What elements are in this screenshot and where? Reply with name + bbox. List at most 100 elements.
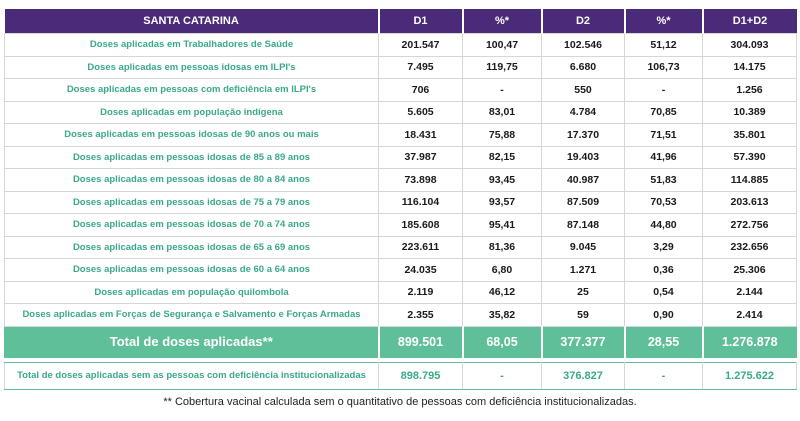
cell-pct1: 119,75 xyxy=(462,55,542,79)
cell-d1d2: 35.801 xyxy=(702,123,797,147)
cell-pct2: 3,29 xyxy=(624,235,703,259)
cell-d1: 223.611 xyxy=(378,235,463,259)
total-d1d2: 1.276.878 xyxy=(702,325,797,358)
row-label: Doses aplicadas em pessoas idosas de 75 … xyxy=(4,190,379,214)
cell-pct2: 0,54 xyxy=(624,280,703,304)
table-body: Doses aplicadas em Trabalhadores de Saúd… xyxy=(4,33,797,390)
total-row: Total de doses aplicadas** 899.501 68,05… xyxy=(4,325,797,358)
cell-d1d2: 25.306 xyxy=(702,258,797,282)
cell-d1d2: 232.656 xyxy=(702,235,797,259)
total-pct1: 68,05 xyxy=(462,325,543,358)
cell-d2: 87.509 xyxy=(541,190,625,214)
cell-pct1: 46,12 xyxy=(462,280,542,304)
cell-d1: 706 xyxy=(378,78,463,102)
cell-d1: 185.608 xyxy=(378,213,463,237)
row-label: Doses aplicadas em pessoas idosas em ILP… xyxy=(4,55,379,79)
header-d1: D1 xyxy=(378,9,464,34)
vaccination-table-container: SANTA CATARINA D1 %* D2 %* D1+D2 Doses a… xyxy=(4,9,797,390)
cell-d1d2: 203.613 xyxy=(702,190,797,214)
cell-d2: 6.680 xyxy=(541,55,625,79)
table-row: Doses aplicadas em pessoas idosas de 80 … xyxy=(4,168,797,192)
row-label: Doses aplicadas em pessoas idosas de 65 … xyxy=(4,235,379,259)
cell-d1: 73.898 xyxy=(378,168,463,192)
cell-d1d2: 2.414 xyxy=(702,303,797,327)
total-d1: 899.501 xyxy=(378,325,464,358)
cell-d1d2: 2.144 xyxy=(702,280,797,304)
cell-pct1: 81,36 xyxy=(462,235,542,259)
table-row: Doses aplicadas em população quilombola 2… xyxy=(4,280,797,304)
row-label: Doses aplicadas em população quilombola xyxy=(4,280,379,304)
cell-pct2: 44,80 xyxy=(624,213,703,237)
cell-d2: 550 xyxy=(541,78,625,102)
cell-pct2: 71,51 xyxy=(624,123,703,147)
total-label: Total de doses aplicadas** xyxy=(4,325,380,358)
footnote: ** Cobertura vacinal calculada sem o qua… xyxy=(163,396,637,408)
cell-d1: 116.104 xyxy=(378,190,463,214)
total-inst-d1d2: 1.275.622 xyxy=(702,361,797,390)
cell-pct1: 95,41 xyxy=(462,213,542,237)
cell-pct2: 51,12 xyxy=(624,33,703,57)
cell-d2: 1.271 xyxy=(541,258,625,282)
table-row: Doses aplicadas em pessoas idosas em ILP… xyxy=(4,55,797,79)
total-inst-d1: 898.795 xyxy=(378,361,463,390)
row-label: Doses aplicadas em pessoas idosas de 85 … xyxy=(4,145,379,169)
row-label: Doses aplicadas em pessoas idosas de 90 … xyxy=(4,123,379,147)
row-label: Doses aplicadas em pessoas idosas de 70 … xyxy=(4,213,379,237)
cell-pct2: 0,90 xyxy=(624,303,703,327)
table-row: Doses aplicadas em Forças de Segurança e… xyxy=(4,303,797,327)
cell-d1d2: 14.175 xyxy=(702,55,797,79)
cell-d2: 40.987 xyxy=(541,168,625,192)
cell-d2: 25 xyxy=(541,280,625,304)
cell-pct1: 83,01 xyxy=(462,100,542,124)
cell-pct2: 51,83 xyxy=(624,168,703,192)
row-label: Doses aplicadas em população indígena xyxy=(4,100,379,124)
table-row: Doses aplicadas em pessoas idosas de 60 … xyxy=(4,258,797,282)
total-inst-pct1: - xyxy=(462,361,542,390)
cell-pct2: 70,85 xyxy=(624,100,703,124)
cell-d2: 19.403 xyxy=(541,145,625,169)
cell-d2: 59 xyxy=(541,303,625,327)
cell-pct2: 0,36 xyxy=(624,258,703,282)
cell-d1d2: 114.885 xyxy=(702,168,797,192)
table-row: Doses aplicadas em Trabalhadores de Saúd… xyxy=(4,33,797,57)
header-d1d2: D1+D2 xyxy=(702,9,797,34)
cell-pct2: 41,96 xyxy=(624,145,703,169)
cell-pct1: 75,88 xyxy=(462,123,542,147)
header-d2: D2 xyxy=(541,9,626,34)
table-row: Doses aplicadas em pessoas idosas de 70 … xyxy=(4,213,797,237)
cell-pct1: 100,47 xyxy=(462,33,542,57)
row-label: Doses aplicadas em Trabalhadores de Saúd… xyxy=(4,33,379,57)
cell-d1: 2.119 xyxy=(378,280,463,304)
cell-d1d2: 304.093 xyxy=(702,33,797,57)
cell-pct1: 6,80 xyxy=(462,258,542,282)
table-row: Doses aplicadas em pessoas idosas de 90 … xyxy=(4,123,797,147)
cell-d1: 24.035 xyxy=(378,258,463,282)
cell-d1d2: 1.256 xyxy=(702,78,797,102)
total-pct2: 28,55 xyxy=(624,325,704,358)
cell-pct2: 106,73 xyxy=(624,55,703,79)
cell-pct1: 93,57 xyxy=(462,190,542,214)
cell-d1: 37.987 xyxy=(378,145,463,169)
row-label: Doses aplicadas em Forças de Segurança e… xyxy=(4,303,379,327)
table-row: Doses aplicadas em pessoas idosas de 65 … xyxy=(4,235,797,259)
header-row: SANTA CATARINA D1 %* D2 %* D1+D2 xyxy=(4,9,797,34)
cell-pct1: 82,15 xyxy=(462,145,542,169)
cell-pct2: - xyxy=(624,78,703,102)
cell-d2: 4.784 xyxy=(541,100,625,124)
table-row: Doses aplicadas em pessoas idosas de 75 … xyxy=(4,190,797,214)
cell-d2: 102.546 xyxy=(541,33,625,57)
table-row: Doses aplicadas em pessoas idosas de 85 … xyxy=(4,145,797,169)
cell-d1d2: 57.390 xyxy=(702,145,797,169)
cell-d1: 2.355 xyxy=(378,303,463,327)
table-row: Doses aplicadas em população indígena 5.6… xyxy=(4,100,797,124)
cell-pct1: - xyxy=(462,78,542,102)
header-state: SANTA CATARINA xyxy=(4,9,380,34)
header-pct1: %* xyxy=(462,9,543,34)
row-label: Doses aplicadas em pessoas com deficiênc… xyxy=(4,78,379,102)
total-inst-row: Total de doses aplicadas sem as pessoas … xyxy=(4,361,797,390)
cell-pct2: 70,53 xyxy=(624,190,703,214)
cell-d2: 87.148 xyxy=(541,213,625,237)
cell-pct1: 93,45 xyxy=(462,168,542,192)
vaccination-table: SANTA CATARINA D1 %* D2 %* D1+D2 Doses a… xyxy=(4,9,797,390)
cell-d1: 5.605 xyxy=(378,100,463,124)
